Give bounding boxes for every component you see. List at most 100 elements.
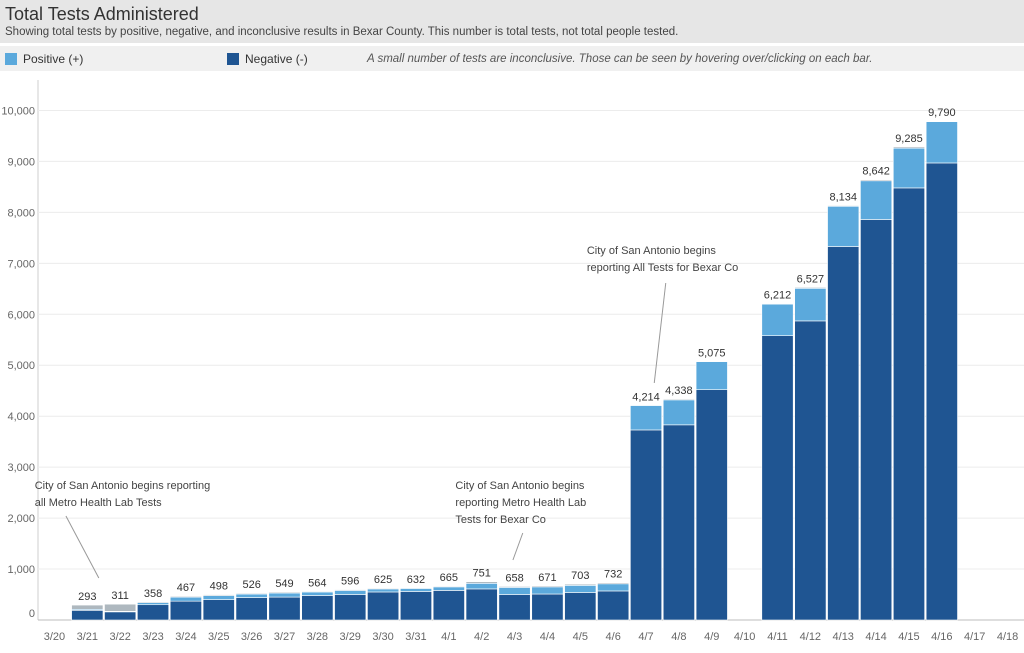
- legend-label-negative: Negative (-): [245, 52, 308, 66]
- bar-negative: [399, 591, 432, 621]
- bar-positive: [892, 147, 925, 189]
- bar-negative: [334, 594, 367, 621]
- x-tick-label: 3/31: [405, 631, 426, 643]
- bar-value-label: 498: [210, 581, 228, 593]
- bar-inconclusive: [202, 594, 235, 596]
- bar-positive: [465, 583, 498, 590]
- y-tick-label: 2,000: [7, 513, 35, 525]
- bar-negative: [235, 597, 268, 621]
- legend-swatch-positive: [5, 53, 17, 65]
- bar-negative: [860, 219, 893, 621]
- bar-value-label: 467: [177, 582, 195, 594]
- x-tick-label: 3/25: [208, 631, 229, 643]
- annotation-text: City of San Antonio begins: [455, 480, 585, 492]
- bar-value-label: 5,075: [698, 347, 726, 359]
- legend-item-negative[interactable]: Negative (-): [227, 52, 308, 66]
- bar-value-label: 732: [604, 569, 622, 581]
- bar-inconclusive: [794, 287, 827, 289]
- x-tick-label: 4/7: [638, 631, 653, 643]
- bar-positive: [925, 121, 958, 164]
- legend-bar: Positive (+) Negative (-) A small number…: [0, 46, 1024, 71]
- y-tick-label: 5,000: [7, 360, 35, 372]
- bar-value-label: 8,134: [829, 192, 857, 204]
- bar-positive: [169, 596, 202, 602]
- bar-positive: [860, 180, 893, 220]
- x-tick-label: 3/22: [109, 631, 130, 643]
- bar-inconclusive: [399, 587, 432, 589]
- x-tick-label: 4/2: [474, 631, 489, 643]
- bar-inconclusive: [334, 589, 367, 591]
- y-tick-label: 1,000: [7, 564, 35, 576]
- x-tick-label: 4/16: [931, 631, 952, 643]
- x-tick-label: 3/29: [340, 631, 361, 643]
- x-tick-label: 4/13: [833, 631, 854, 643]
- bar-value-label: 6,212: [764, 289, 792, 301]
- bar-value-label: 526: [242, 579, 260, 591]
- bar-positive: [531, 586, 564, 595]
- bar-negative: [137, 604, 170, 621]
- x-tick-label: 4/17: [964, 631, 985, 643]
- x-tick-label: 3/26: [241, 631, 262, 643]
- x-tick-label: 3/30: [372, 631, 393, 643]
- bar-value-label: 358: [144, 588, 162, 600]
- bar-positive: [564, 585, 597, 593]
- bar-value-label: 665: [440, 572, 458, 584]
- annotation-text: Tests for Bexar Co: [455, 514, 545, 526]
- legend-label-positive: Positive (+): [23, 52, 84, 66]
- x-tick-label: 3/20: [44, 631, 65, 643]
- annotation-text: City of San Antonio begins: [587, 245, 717, 257]
- bar-positive: [662, 399, 695, 426]
- x-tick-label: 4/11: [767, 631, 788, 643]
- bar-negative: [662, 424, 695, 621]
- x-tick-label: 4/1: [441, 631, 456, 643]
- bar-positive: [137, 602, 170, 606]
- x-tick-label: 4/3: [507, 631, 522, 643]
- bar-value-label: 9,790: [928, 107, 956, 119]
- bar-value-label: 751: [473, 568, 491, 580]
- x-tick-label: 4/6: [606, 631, 621, 643]
- bar-negative: [597, 590, 630, 621]
- bar-negative: [367, 591, 400, 621]
- chart-title: Total Tests Administered: [5, 4, 199, 24]
- x-tick-label: 3/23: [142, 631, 163, 643]
- bar-negative: [630, 429, 663, 621]
- bar-negative: [169, 600, 202, 621]
- bar-negative: [104, 611, 137, 621]
- bar-value-label: 8,642: [862, 166, 890, 178]
- bar-inconclusive: [268, 591, 301, 594]
- bar-value-label: 671: [538, 572, 556, 584]
- annotation-text: City of San Antonio begins reporting: [35, 480, 211, 492]
- bar-inconclusive: [104, 603, 137, 612]
- bar-value-label: 4,338: [665, 385, 693, 397]
- bar-inconclusive: [827, 205, 860, 207]
- y-tick-label: 8,000: [7, 207, 35, 219]
- x-tick-label: 3/28: [307, 631, 328, 643]
- x-tick-label: 3/27: [274, 631, 295, 643]
- chart-subtitle: Showing total tests by positive, negativ…: [5, 26, 679, 38]
- bar-value-label: 6,527: [797, 273, 825, 285]
- x-tick-label: 4/5: [573, 631, 588, 643]
- bar-negative: [465, 588, 498, 621]
- bar-positive: [761, 303, 794, 336]
- bar-inconclusive: [71, 604, 104, 610]
- y-tick-label: 6,000: [7, 309, 35, 321]
- legend-item-positive[interactable]: Positive (+): [5, 52, 83, 66]
- y-tick-label: 4,000: [7, 411, 35, 423]
- annotation-text: reporting All Tests for Bexar Co: [587, 262, 738, 274]
- x-tick-label: 4/8: [671, 631, 686, 643]
- bar-inconclusive: [301, 590, 334, 593]
- bar-positive: [794, 287, 827, 322]
- bar-positive: [235, 593, 268, 598]
- bar-inconclusive: [761, 303, 794, 305]
- bar-inconclusive: [367, 587, 400, 590]
- bar-inconclusive: [498, 586, 531, 588]
- x-tick-label: 4/4: [540, 631, 555, 643]
- bar-inconclusive: [892, 146, 925, 149]
- y-tick-label: 9,000: [7, 156, 35, 168]
- x-tick-label: 4/10: [734, 631, 755, 643]
- bar-positive: [334, 590, 367, 595]
- x-tick-label: 4/14: [865, 631, 886, 643]
- annotation-text: reporting Metro Health Lab: [455, 497, 586, 509]
- y-tick-label: 7,000: [7, 258, 35, 270]
- bar-value-label: 703: [571, 570, 589, 582]
